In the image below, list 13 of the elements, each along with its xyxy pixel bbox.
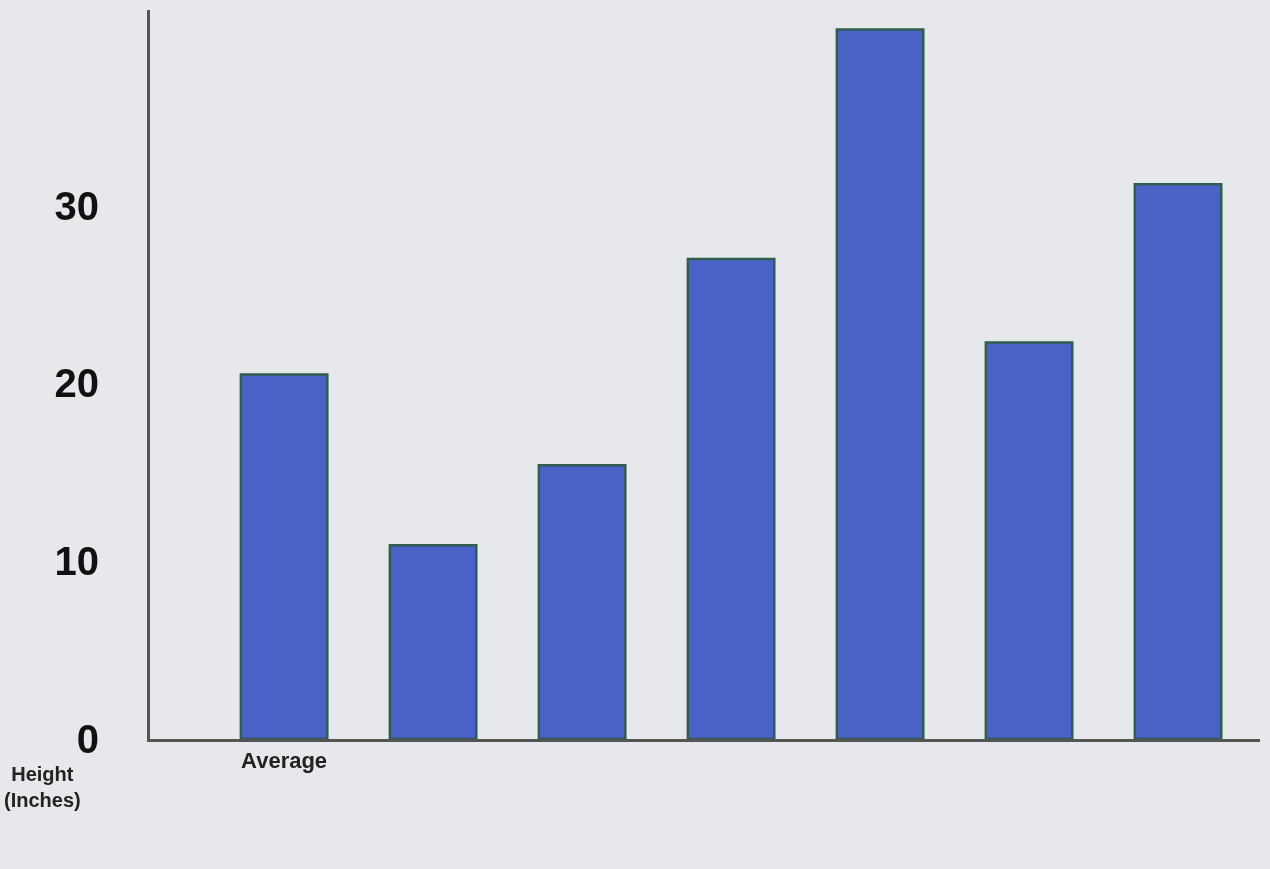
bar <box>686 257 776 739</box>
x-tick-label: Average <box>241 748 328 774</box>
bar <box>984 341 1074 739</box>
bar <box>388 543 478 739</box>
y-tick-label: 0 <box>76 717 99 761</box>
y-axis-title: Height (Inches) <box>4 763 81 811</box>
bar <box>537 463 627 739</box>
bar <box>835 28 925 739</box>
bar <box>1133 183 1223 739</box>
bar <box>239 373 329 739</box>
y-tick-label: 30 <box>54 183 99 228</box>
y-tick-label: 10 <box>54 539 99 584</box>
y-tick-label: 20 <box>54 361 99 406</box>
